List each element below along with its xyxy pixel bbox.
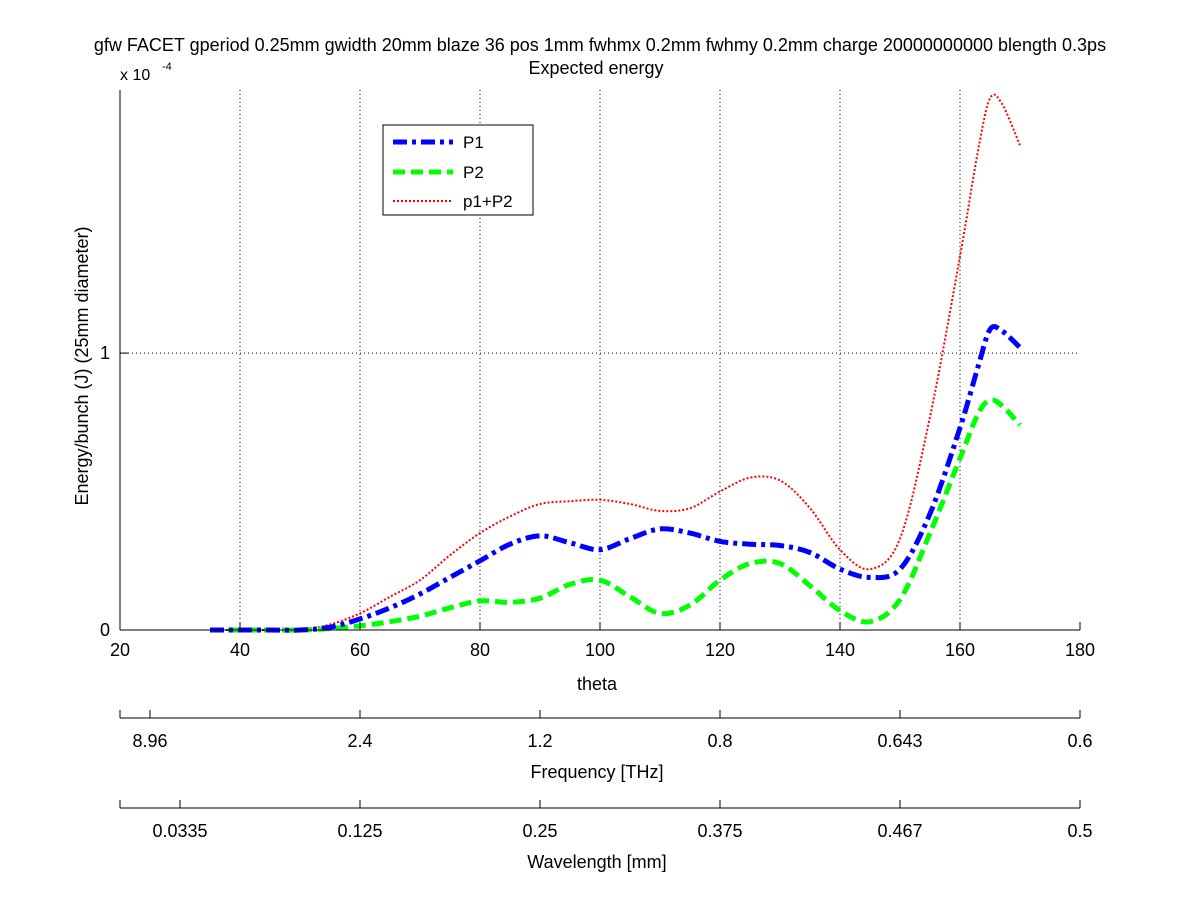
frequency-axis: 8.96 2.4 1.2 0.8 0.643 0.6 Frequency [THz]: [119, 710, 1093, 782]
sec-axis-0-tick-label-3: 0.8: [707, 731, 732, 751]
x-tick-label-1: 40: [230, 640, 250, 660]
sec-axis-1-tick-label-3: 0.375: [697, 821, 742, 841]
y-exponent-label: x 10: [120, 67, 150, 84]
x-tick-label-7: 160: [945, 640, 975, 660]
y-axis-ticks: 01: [100, 343, 128, 640]
sec-axis-1-tick-label-2: 0.25: [522, 821, 557, 841]
x-tick-label-4: 100: [585, 640, 615, 660]
legend-label-p2: P2: [463, 163, 484, 182]
sec-axis-0-tick-label-2: 1.2: [527, 731, 552, 751]
legend-label-p1: P1: [463, 133, 484, 152]
sec-axis-0-tick-label-4: 0.643: [877, 731, 922, 751]
series-line-1: [210, 397, 1022, 633]
sec-axis-0-tick-label-1: 2.4: [347, 731, 372, 751]
sec-axis-0-label: Frequency [THz]: [530, 762, 663, 782]
sec-axis-1-tick-label-0: 0.0335: [152, 821, 207, 841]
legend-label-p1p2: p1+P2: [463, 192, 513, 211]
x-axis-ticks: 20 40 60 80 100 120 140 160 180: [110, 622, 1095, 660]
series-line-0: [210, 324, 1022, 633]
wavelength-axis: 0.0335 0.125 0.25 0.375 0.467 0.5 Wavelength […: [119, 800, 1093, 872]
x-tick-label-3: 80: [470, 640, 490, 660]
sec-axis-0-tick-label-0: 8.96: [132, 731, 167, 751]
x-tick-label-0: 20: [110, 640, 130, 660]
y-tick-label-1: 1: [100, 343, 110, 363]
x-tick-label-5: 120: [705, 640, 735, 660]
x-tick-label-8: 180: [1065, 640, 1095, 660]
sec-axis-1-tick-label-1: 0.125: [337, 821, 382, 841]
chart-subtitle: Expected energy: [528, 58, 663, 78]
y-exponent: x 10 -4: [120, 61, 172, 84]
legend: P1 P2 p1+P2: [382, 124, 534, 216]
y-exponent-power: -4: [162, 61, 172, 73]
sec-axis-1-label: Wavelength [mm]: [527, 852, 666, 872]
sec-axis-1-tick-label-5: 0.5: [1067, 821, 1092, 841]
x-tick-label-6: 140: [825, 640, 855, 660]
y-tick-label-0: 0: [100, 620, 110, 640]
series-line-2: [210, 93, 1021, 632]
plot-series: [210, 93, 1022, 633]
legend-box: [382, 124, 534, 216]
y-axis-label: Energy/bunch (J) (25mm diameter): [72, 226, 92, 505]
x-axis-label: theta: [577, 674, 618, 694]
chart-title: gfw FACET gperiod 0.25mm gwidth 20mm bla…: [94, 35, 1106, 55]
x-tick-label-2: 60: [350, 640, 370, 660]
sec-axis-1-tick-label-4: 0.467: [877, 821, 922, 841]
grid-lines: [120, 90, 1080, 630]
sec-axis-0-tick-label-5: 0.6: [1067, 731, 1092, 751]
